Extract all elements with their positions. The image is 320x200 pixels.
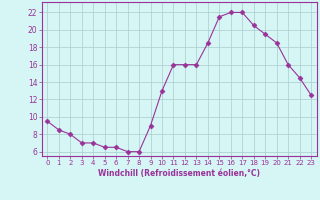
X-axis label: Windchill (Refroidissement éolien,°C): Windchill (Refroidissement éolien,°C) (98, 169, 260, 178)
